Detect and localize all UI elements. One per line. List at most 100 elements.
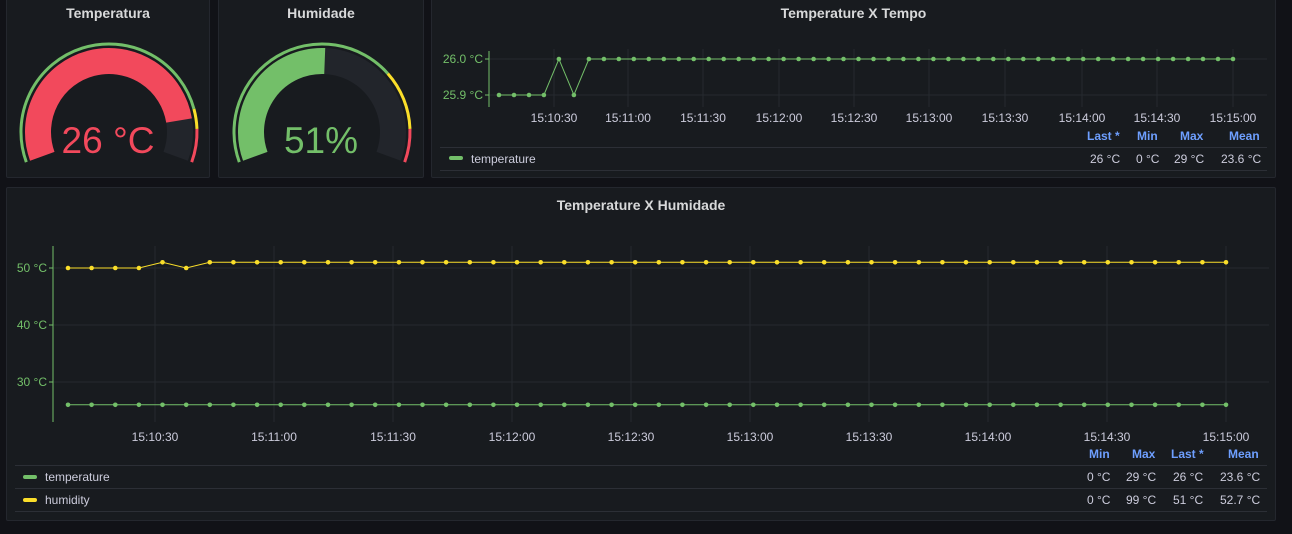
- legend-header-min[interactable]: Min: [1137, 129, 1158, 143]
- series-line-humidity[interactable]: [68, 261, 1226, 269]
- legend-header-mean[interactable]: Mean: [1229, 129, 1260, 143]
- data-point-temperature[interactable]: [721, 56, 726, 62]
- data-point-humidity[interactable]: [136, 265, 142, 271]
- data-point-temperature[interactable]: [1185, 56, 1191, 62]
- data-point-temperature[interactable]: [811, 56, 816, 62]
- data-point-temperature[interactable]: [821, 402, 827, 408]
- data-point-humidity[interactable]: [183, 265, 189, 271]
- data-point-temperature[interactable]: [892, 402, 898, 408]
- panel-temperature-x-humidade[interactable]: Temperature X Humidade 15:10:30 15:11:00 1…: [6, 187, 1276, 521]
- data-point-temperature[interactable]: [1125, 56, 1131, 62]
- data-point-temperature[interactable]: [396, 402, 402, 408]
- data-point-humidity[interactable]: [160, 260, 165, 265]
- data-point-temperature[interactable]: [511, 92, 517, 98]
- data-point-temperature[interactable]: [556, 56, 562, 62]
- data-point-temperature[interactable]: [869, 402, 874, 408]
- data-point-temperature[interactable]: [1230, 56, 1236, 62]
- data-point-humidity[interactable]: [278, 260, 284, 265]
- data-point-temperature[interactable]: [1200, 56, 1206, 62]
- data-point-humidity[interactable]: [420, 260, 425, 265]
- data-point-temperature[interactable]: [751, 56, 756, 62]
- data-point-temperature[interactable]: [372, 402, 378, 408]
- legend-swatch-humidity[interactable]: [23, 498, 37, 502]
- data-point-temperature[interactable]: [871, 56, 876, 62]
- panel-humidade[interactable]: Humidade 51%: [218, 0, 424, 178]
- legend-series-temperature[interactable]: temperature: [45, 470, 110, 484]
- data-point-humidity[interactable]: [1058, 260, 1063, 265]
- legend-header-mean[interactable]: Mean: [1228, 447, 1259, 461]
- data-point-temperature[interactable]: [706, 56, 711, 62]
- data-point-humidity[interactable]: [1081, 260, 1087, 265]
- data-point-humidity[interactable]: [821, 260, 827, 265]
- data-point-temperature[interactable]: [538, 402, 543, 408]
- legend-series-humidity[interactable]: humidity: [45, 493, 90, 507]
- data-point-temperature[interactable]: [1021, 56, 1026, 62]
- data-point-temperature[interactable]: [586, 56, 592, 62]
- data-point-humidity[interactable]: [538, 260, 543, 265]
- data-point-temperature[interactable]: [562, 402, 567, 408]
- data-point-humidity[interactable]: [632, 260, 638, 265]
- legend-swatch-temperature[interactable]: [449, 156, 463, 160]
- data-point-humidity[interactable]: [1105, 260, 1111, 265]
- data-point-temperature[interactable]: [160, 402, 165, 408]
- legend-swatch-temperature[interactable]: [23, 475, 37, 479]
- data-point-temperature[interactable]: [798, 402, 803, 408]
- data-point-temperature[interactable]: [1036, 56, 1041, 62]
- data-point-temperature[interactable]: [691, 56, 696, 62]
- data-point-temperature[interactable]: [856, 56, 861, 62]
- data-point-humidity[interactable]: [892, 260, 898, 265]
- data-point-humidity[interactable]: [467, 260, 473, 265]
- data-point-temperature[interactable]: [845, 402, 851, 408]
- data-point-temperature[interactable]: [541, 92, 547, 98]
- data-point-temperature[interactable]: [1215, 56, 1221, 62]
- data-point-temperature[interactable]: [1050, 56, 1056, 62]
- data-point-temperature[interactable]: [661, 56, 667, 62]
- data-point-temperature[interactable]: [278, 402, 284, 408]
- data-point-temperature[interactable]: [1155, 56, 1161, 62]
- data-point-temperature[interactable]: [632, 402, 638, 408]
- data-point-temperature[interactable]: [420, 402, 425, 408]
- data-point-temperature[interactable]: [826, 56, 831, 62]
- data-point-temperature[interactable]: [1058, 402, 1063, 408]
- series-line-temperature[interactable]: [499, 57, 1233, 97]
- data-point-temperature[interactable]: [325, 402, 331, 408]
- data-point-temperature[interactable]: [727, 402, 732, 408]
- data-point-temperature[interactable]: [1105, 402, 1111, 408]
- data-point-temperature[interactable]: [113, 402, 118, 408]
- data-point-temperature[interactable]: [631, 56, 637, 62]
- data-point-humidity[interactable]: [916, 260, 922, 265]
- data-point-humidity[interactable]: [774, 260, 780, 265]
- data-point-temperature[interactable]: [841, 56, 846, 62]
- data-point-humidity[interactable]: [231, 260, 236, 265]
- data-point-humidity[interactable]: [491, 260, 496, 265]
- data-point-temperature[interactable]: [89, 402, 94, 408]
- legend-header-max[interactable]: Max: [1180, 129, 1204, 143]
- data-point-temperature[interactable]: [443, 402, 449, 408]
- data-point-humidity[interactable]: [89, 265, 94, 271]
- data-point-temperature[interactable]: [987, 402, 992, 408]
- data-point-humidity[interactable]: [680, 260, 685, 265]
- data-point-humidity[interactable]: [845, 260, 851, 265]
- data-point-humidity[interactable]: [963, 260, 969, 265]
- data-point-temperature[interactable]: [901, 56, 906, 62]
- data-point-temperature[interactable]: [1065, 56, 1071, 62]
- data-point-temperature[interactable]: [781, 56, 786, 62]
- data-point-temperature[interactable]: [946, 56, 951, 62]
- data-point-humidity[interactable]: [443, 260, 449, 265]
- data-point-temperature[interactable]: [616, 56, 622, 62]
- data-point-humidity[interactable]: [987, 260, 992, 265]
- data-point-temperature[interactable]: [467, 402, 473, 408]
- data-point-temperature[interactable]: [916, 402, 922, 408]
- data-point-temperature[interactable]: [796, 56, 801, 62]
- data-point-temperature[interactable]: [736, 56, 741, 62]
- data-point-temperature[interactable]: [65, 402, 71, 408]
- data-point-temperature[interactable]: [1034, 402, 1040, 408]
- data-point-temperature[interactable]: [680, 402, 685, 408]
- data-point-humidity[interactable]: [727, 260, 732, 265]
- legend-header-max[interactable]: Max: [1132, 447, 1156, 461]
- panel-temperature-x-tempo[interactable]: Temperature X Tempo 15:10:30 15:11:00 15:1…: [431, 0, 1276, 178]
- panel-temperatura[interactable]: Temperatura 26 °C: [6, 0, 210, 178]
- data-point-temperature[interactable]: [514, 402, 520, 408]
- data-point-temperature[interactable]: [991, 56, 996, 62]
- data-point-temperature[interactable]: [676, 56, 682, 62]
